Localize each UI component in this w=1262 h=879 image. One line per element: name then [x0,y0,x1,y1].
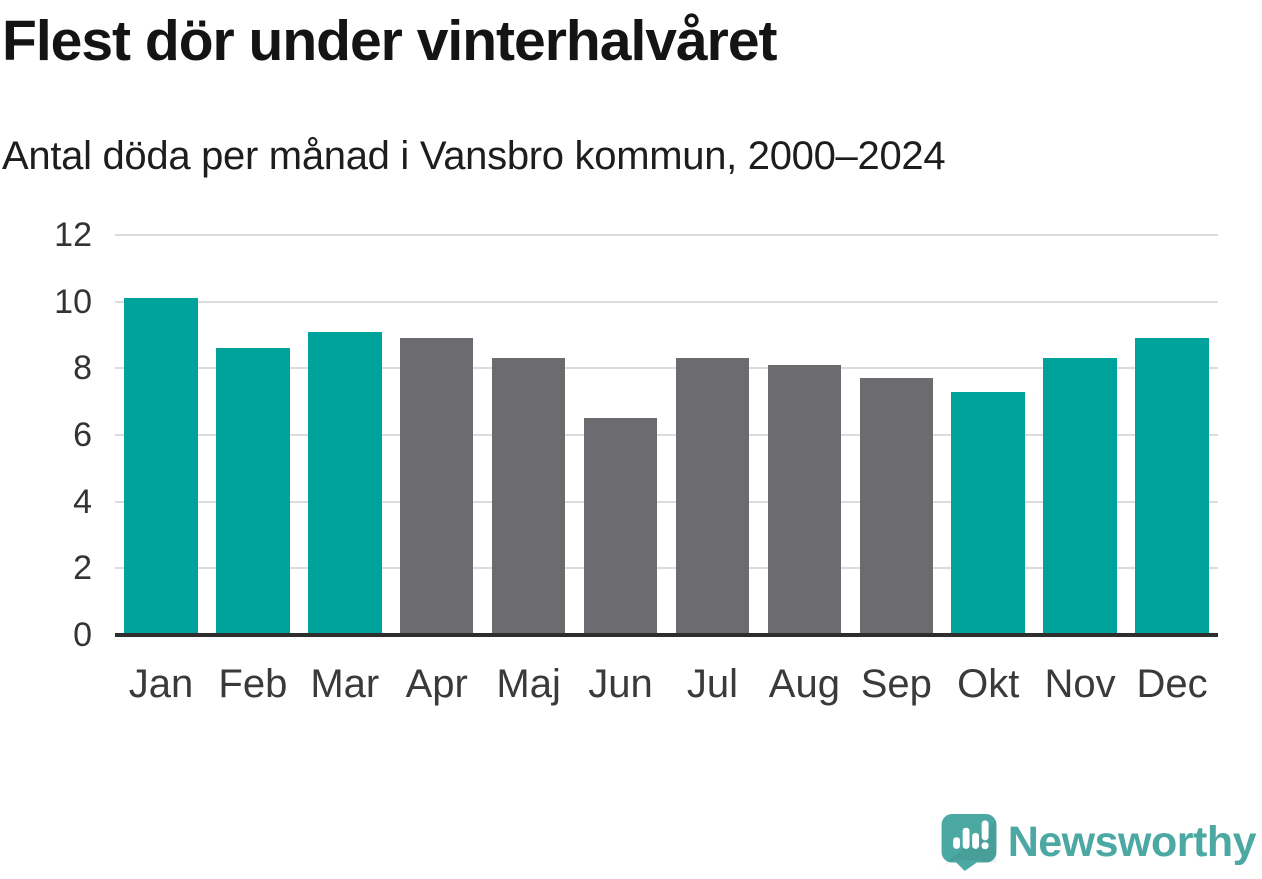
bar-sep [859,378,934,635]
y-tick-label: 12 [54,216,92,254]
gridline [115,234,1218,236]
x-tick-label-mar: Mar [310,662,380,706]
bar-mar [308,331,382,635]
y-tick-label: 4 [73,482,92,521]
logo-bar-medium [971,833,979,849]
gridline [115,434,1218,436]
logo-exclamation-bar [981,820,989,841]
bar-jul [675,358,750,635]
bar-jun [583,418,658,635]
bar-chart-plot-area [115,234,1218,635]
logo-exclamation-dot [981,842,989,850]
x-tick-label-maj: Maj [496,662,561,706]
y-tick-label: 0 [73,616,92,654]
bar-maj [491,358,566,635]
y-tick-label: 2 [73,549,92,588]
chart-title: Flest dör under vinterhalvåret [2,9,778,73]
x-tick-label-dec: Dec [1136,662,1208,706]
chart-subtitle: Antal döda per månad i Vansbro kommun, 2… [2,134,946,178]
x-tick-label-feb: Feb [218,662,288,706]
newsworthy-logo-text: Newsworthy [1007,818,1257,866]
bar-dec [1135,338,1209,635]
gridline [115,567,1218,570]
bar-okt [951,391,1025,635]
bar-nov [1043,358,1117,635]
logo-bar-small [952,837,960,849]
x-axis-line [115,633,1218,637]
gridline [115,300,1218,303]
gridline [115,500,1218,503]
x-tick-label-jul: Jul [686,662,739,706]
x-tick-label-sep: Sep [860,662,932,706]
bar-jan [124,298,198,635]
newsworthy-logo-icon [941,814,997,871]
y-tick-label: 6 [73,416,92,454]
x-tick-label-jan: Jan [128,662,194,706]
x-tick-label-okt: Okt [957,662,1020,706]
x-tick-label-nov: Nov [1044,662,1116,706]
y-tick-label: 8 [73,349,92,388]
bar-aug [767,365,842,635]
x-tick-label-jun: Jun [588,662,653,706]
logo-bar-tall [962,827,970,849]
bar-apr [399,338,474,635]
bar-feb [216,348,290,635]
x-tick-label-aug: Aug [768,662,840,706]
x-tick-label-apr: Apr [405,662,468,706]
newsworthy-logo: Newsworthy [941,814,1257,871]
y-tick-label: 10 [54,282,92,321]
gridline [115,367,1218,370]
